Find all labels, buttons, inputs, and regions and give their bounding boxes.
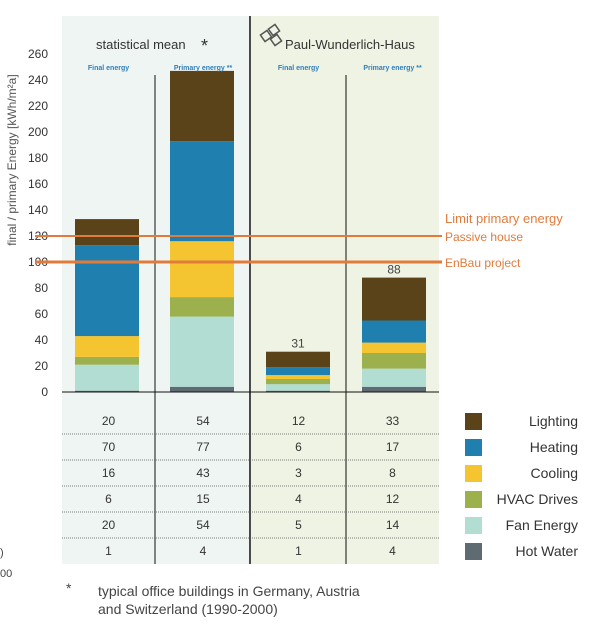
y-tick-label: 200 [28, 125, 48, 139]
table-cell: 5 [295, 518, 302, 532]
table-cell: 1 [105, 544, 112, 558]
bar-segment-hvac-drives [170, 297, 234, 317]
legend-label: Fan Energy [506, 517, 578, 533]
table-cell: 17 [386, 440, 400, 454]
bar-segment-heating [362, 320, 426, 343]
table-cell: 20 [102, 414, 116, 428]
left-edge-fragment-1: ) [0, 547, 4, 559]
table-cell: 43 [196, 466, 210, 480]
legend-label: Heating [530, 439, 578, 455]
bar-total-label: 31 [291, 337, 305, 351]
column-subheader: Final energy [278, 65, 319, 72]
legend-label: Hot Water [516, 543, 579, 559]
table-cell: 14 [386, 518, 400, 532]
column-subheader: Primary energy ** [363, 65, 422, 72]
table-cell: 54 [196, 518, 210, 532]
y-tick-label: 220 [28, 99, 48, 113]
bar-segment-hot-water [75, 390, 139, 392]
column-subheader: Final energy [88, 65, 129, 72]
legend-label: HVAC Drives [497, 491, 578, 507]
group-title-asterisk: * [201, 36, 208, 56]
table-cell: 70 [102, 440, 116, 454]
bar-segment-fan-energy [362, 368, 426, 387]
y-tick-label: 60 [35, 307, 49, 321]
legend-swatch-fan-energy [465, 517, 482, 534]
reference-line-label: Limit primary energy [445, 211, 563, 226]
y-tick-label: 40 [35, 333, 49, 347]
bar-segment-heating [266, 367, 330, 376]
bar-segment-lighting [362, 277, 426, 321]
bar-segment-cooling [362, 342, 426, 353]
y-tick-label: 140 [28, 203, 48, 217]
table-cell: 77 [196, 440, 210, 454]
bar-total-label: 88 [387, 263, 401, 277]
table-cell: 8 [389, 466, 396, 480]
table-cell: 15 [196, 492, 210, 506]
bar-segment-cooling [170, 241, 234, 298]
table-cell: 54 [196, 414, 210, 428]
table-cell: 4 [389, 544, 396, 558]
legend-swatch-hvac-drives [465, 491, 482, 508]
bar-segment-hot-water [362, 386, 426, 392]
bar-segment-cooling [266, 375, 330, 379]
table-cell: 4 [295, 492, 302, 506]
bar-segment-hot-water [266, 390, 330, 392]
bar-segment-lighting [170, 70, 234, 142]
reference-line-label: EnBau project [445, 256, 521, 270]
bar-segment-hvac-drives [75, 356, 139, 365]
y-tick-label: 160 [28, 177, 48, 191]
footnote-line-2: and Switzerland (1990-2000) [98, 601, 278, 617]
bar-segment-lighting [75, 219, 139, 246]
bar-segment-fan-energy [266, 384, 330, 391]
footnote-line-1: typical office buildings in Germany, Aus… [98, 583, 360, 599]
bar-segment-hvac-drives [362, 353, 426, 369]
legend-swatch-lighting [465, 413, 482, 430]
bar-segment-fan-energy [75, 364, 139, 391]
bar-segment-cooling [75, 336, 139, 357]
table-cell: 3 [295, 466, 302, 480]
table-cell: 33 [386, 414, 400, 428]
group-title-statistical-mean: statistical mean [96, 37, 186, 52]
y-tick-label: 260 [28, 47, 48, 61]
legend-swatch-cooling [465, 465, 482, 482]
table-cell: 6 [105, 492, 112, 506]
group-title-paul-wunderlich-haus: Paul-Wunderlich-Haus [285, 37, 415, 52]
y-axis-label: final / primary Energy [kWh/m²a] [5, 74, 19, 245]
column-subheader: Primary energy ** [174, 65, 233, 72]
bar-segment-fan-energy [170, 316, 234, 387]
y-tick-label: 20 [35, 359, 49, 373]
table-cell: 6 [295, 440, 302, 454]
bar-segment-hot-water [170, 386, 234, 392]
y-tick-label: 240 [28, 73, 48, 87]
bar-segment-heating [170, 141, 234, 242]
bar-segment-heating [75, 245, 139, 337]
table-cell: 16 [102, 466, 116, 480]
table-cell: 4 [200, 544, 207, 558]
building-icon [259, 23, 283, 47]
bar-segment-lighting [266, 351, 330, 368]
legend-label: Cooling [531, 465, 578, 481]
legend-label: Lighting [529, 413, 578, 429]
table-cell: 12 [292, 414, 306, 428]
table-cell: 12 [386, 492, 400, 506]
y-tick-label: 180 [28, 151, 48, 165]
y-tick-label: 80 [35, 281, 49, 295]
bar-segment-hvac-drives [266, 379, 330, 385]
legend-swatch-heating [465, 439, 482, 456]
y-tick-label: 0 [41, 385, 48, 399]
table-cell: 20 [102, 518, 116, 532]
reference-line-label: Passive house [445, 230, 523, 244]
left-edge-fragment-2: 00 [0, 568, 12, 580]
table-cell: 1 [295, 544, 302, 558]
footnote-marker: * [66, 580, 72, 596]
legend-swatch-hot-water [465, 543, 482, 560]
